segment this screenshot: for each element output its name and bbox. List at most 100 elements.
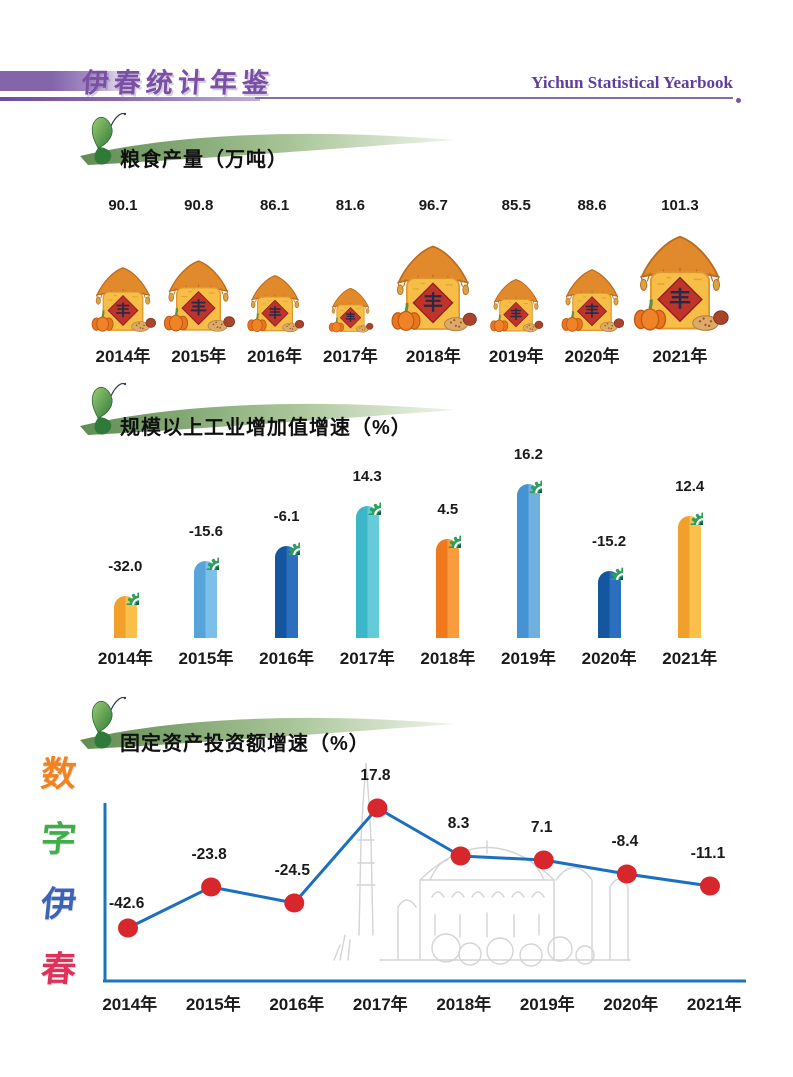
- value-label: 14.3: [352, 468, 382, 485]
- year-label: 2021年: [686, 995, 742, 1014]
- grain-hut-icon: [161, 217, 236, 334]
- pictogram-column: 81.6 2017年: [312, 197, 388, 367]
- gear-icon: [192, 543, 219, 570]
- grain-hut-icon: [89, 217, 157, 334]
- gear-icon: [515, 466, 542, 493]
- value-label: 12.4: [675, 478, 705, 495]
- bar-column: -15.2 2020年: [569, 425, 650, 669]
- year-label: 2017年: [322, 347, 378, 366]
- value-label: -32.0: [108, 558, 143, 575]
- year-label: 2020年: [564, 347, 620, 366]
- gear-icon: [596, 553, 623, 580]
- data-point-dot: [700, 876, 720, 896]
- grain-hut-icon: [388, 217, 478, 334]
- gear-icon: [273, 528, 300, 555]
- data-point-dot: [367, 798, 388, 818]
- pictogram-column: 85.5 2019年: [478, 197, 554, 367]
- value-label: 85.5: [501, 197, 531, 214]
- year-label: 2014年: [95, 347, 151, 366]
- header-accent-bar: [0, 71, 150, 91]
- pictogram-column: 90.1 2014年: [85, 197, 161, 367]
- data-point-dot: [533, 850, 554, 870]
- line-series: [127, 806, 711, 930]
- year-column: 2019年: [506, 990, 590, 1015]
- year-label: 2019年: [488, 347, 544, 366]
- gear-icon: [354, 488, 381, 515]
- watermark-char: 春: [39, 950, 79, 989]
- bar-column: 16.2 2019年: [488, 425, 569, 669]
- point-label: 8.3: [448, 815, 470, 832]
- bar-column: 4.5 2018年: [408, 425, 489, 669]
- pictogram-column: 101.3 2021年: [630, 197, 730, 367]
- value-label: 96.7: [418, 197, 448, 214]
- value-label: -15.2: [591, 533, 627, 550]
- bar: [516, 484, 540, 638]
- year-label: 2019年: [501, 649, 556, 668]
- value-label: -6.1: [273, 508, 300, 525]
- grain-hut-icon: [559, 268, 625, 334]
- building-sketch: [333, 762, 631, 967]
- yearbook-title-cn: 伊春统计年鉴: [80, 68, 275, 98]
- year-label: 2021年: [662, 649, 718, 668]
- section-title-grain-output: 粮食产量（万吨）: [120, 148, 288, 171]
- year-label: 2017年: [352, 995, 408, 1014]
- year-column: 2021年: [673, 990, 757, 1015]
- pictogram-column: 96.7 2018年: [388, 197, 478, 367]
- grain-hut-icon: [89, 266, 157, 334]
- grain-hut-icon: [327, 217, 374, 334]
- header-underline-dot: [736, 98, 741, 103]
- year-label: 2015年: [171, 347, 227, 366]
- bar-column: 12.4 2021年: [649, 425, 730, 669]
- point-label: -24.5: [275, 862, 311, 879]
- investment-growth-line-chart: -42.6 -23.8 -24.5 17.8 8.3 7.1 -8.4 -11.1: [103, 762, 746, 983]
- year-column: 2016年: [255, 990, 339, 1015]
- bar: [597, 571, 621, 638]
- bar: [275, 546, 299, 638]
- grain-hut-icon: [388, 244, 478, 334]
- data-point-dot: [450, 846, 471, 866]
- value-label: 90.8: [184, 197, 214, 214]
- section-title-investment-growth: 固定资产投资额增速（%）: [120, 732, 370, 755]
- section-title-industry-growth: 规模以上工业增加值增速（%）: [120, 416, 412, 439]
- data-point-dot: [284, 893, 305, 913]
- grain-hut-icon: [630, 234, 730, 334]
- watermark-char: 伊: [39, 885, 79, 924]
- grain-hut-icon: [161, 259, 236, 334]
- bar-column: -15.6 2015年: [166, 425, 247, 669]
- line-chart-year-axis: 2014年 2015年 2016年 2017年 2018年 2019年 2020年 2021年: [88, 990, 756, 1015]
- pictogram-column: 90.8 2015年: [161, 197, 237, 367]
- grain-hut-icon: [245, 217, 305, 334]
- value-label: 101.3: [661, 197, 699, 214]
- value-label: 4.5: [437, 501, 459, 518]
- value-label: 81.6: [335, 197, 365, 214]
- year-label: 2018年: [436, 995, 492, 1014]
- grain-hut-icon: [245, 274, 305, 334]
- year-label: 2016年: [247, 347, 302, 366]
- grain-hut-icon: [559, 217, 625, 334]
- grain-hut-icon: [630, 217, 730, 334]
- year-label: 2018年: [420, 649, 476, 668]
- bar-column: 14.3 2017年: [327, 425, 408, 669]
- point-label: -8.4: [611, 833, 638, 850]
- point-label: 7.1: [531, 819, 553, 836]
- year-column: 2014年: [88, 990, 172, 1015]
- pictogram-column: 88.6 2020年: [554, 197, 630, 367]
- bar: [436, 539, 460, 638]
- bar: [113, 596, 137, 638]
- grain-hut-icon: [488, 278, 544, 334]
- bar-column: -32.0 2014年: [85, 425, 166, 669]
- header-underline: [255, 97, 733, 99]
- point-label: 17.8: [360, 767, 391, 784]
- point-label: -23.8: [191, 846, 227, 863]
- point-label: -42.6: [109, 895, 145, 912]
- digital-yichun-vertical-text: 数字伊春: [36, 755, 82, 989]
- year-label: 2014年: [97, 649, 153, 668]
- header-stripe: [0, 97, 260, 101]
- grain-hut-icon: [327, 287, 374, 334]
- year-label: 2015年: [178, 649, 234, 668]
- year-label: 2021年: [652, 347, 708, 366]
- year-label: 2016年: [269, 995, 325, 1014]
- year-label: 2019年: [519, 995, 575, 1014]
- data-point-dot: [118, 918, 138, 938]
